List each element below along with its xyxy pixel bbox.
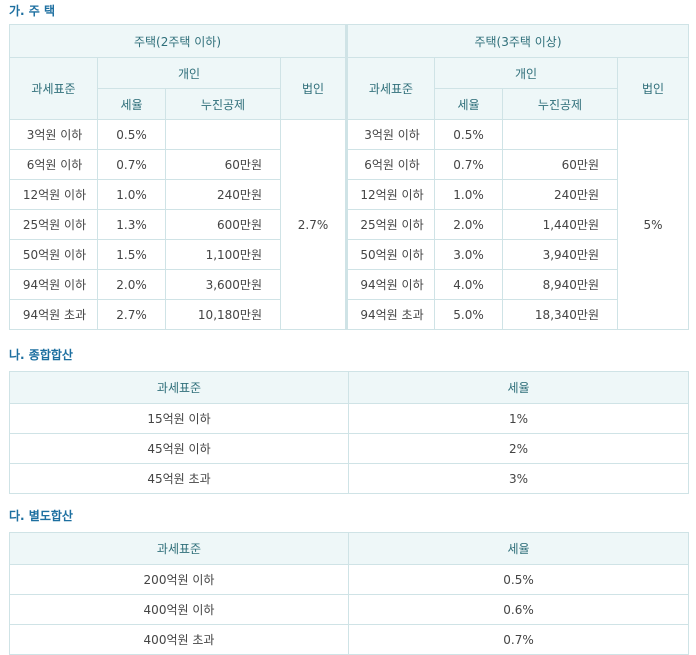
separate-base-cell: 400억원 이하 bbox=[9, 594, 349, 625]
right-rate-cell: 4.0% bbox=[434, 269, 503, 300]
right-rate-cell: 5.0% bbox=[434, 299, 503, 330]
comprehensive-base-cell: 45억원 초과 bbox=[9, 463, 349, 494]
right-group-header: 주택(3주택 이상) bbox=[345, 24, 689, 58]
separate-base-cell: 400억원 초과 bbox=[9, 624, 349, 655]
left-deduction-cell: 240만원 bbox=[165, 179, 281, 210]
left-rate-cell: 1.5% bbox=[97, 239, 166, 270]
comprehensive-rate-header: 세율 bbox=[348, 371, 689, 404]
comprehensive-rate-cell: 2% bbox=[348, 433, 689, 464]
table-row: 200억원 이하 0.5% bbox=[9, 564, 689, 595]
left-individual-header: 개인 bbox=[97, 57, 281, 89]
separate-rate-cell: 0.5% bbox=[348, 564, 689, 595]
right-deduction-cell: 240만원 bbox=[502, 179, 618, 210]
left-rate-cell: 2.0% bbox=[97, 269, 166, 300]
separate-section-title: 다. 별도합산 bbox=[9, 509, 73, 523]
comprehensive-rate-cell: 3% bbox=[348, 463, 689, 494]
right-base-cell: 25억원 이하 bbox=[345, 209, 435, 240]
right-deduction-cell: 18,340만원 bbox=[502, 299, 618, 330]
left-rate-cell: 1.0% bbox=[97, 179, 166, 210]
left-deduction-cell: 60만원 bbox=[165, 149, 281, 180]
table-row: 400억원 이하 0.6% bbox=[9, 594, 689, 625]
comprehensive-section-title: 나. 종합합산 bbox=[9, 348, 73, 362]
right-rate-cell: 2.0% bbox=[434, 209, 503, 240]
left-deduction-cell: 600만원 bbox=[165, 209, 281, 240]
left-rate-cell: 1.3% bbox=[97, 209, 166, 240]
right-deduction-cell: 1,440만원 bbox=[502, 209, 618, 240]
right-deduction-header: 누진공제 bbox=[502, 88, 618, 120]
left-base-cell: 25억원 이하 bbox=[9, 209, 98, 240]
right-base-cell: 3억원 이하 bbox=[345, 119, 435, 150]
left-base-cell: 6억원 이하 bbox=[9, 149, 98, 180]
housing-section-title: 가. 주 택 bbox=[9, 4, 56, 18]
right-base-cell: 50억원 이하 bbox=[345, 239, 435, 270]
right-rate-cell: 0.7% bbox=[434, 149, 503, 180]
table-row: 50억원 이하 1.5% 1,100만원 50억원 이하 3.0% 3,940만… bbox=[9, 239, 689, 270]
table-row: 45억원 초과 3% bbox=[9, 463, 689, 494]
left-rate-cell: 2.7% bbox=[97, 299, 166, 330]
right-deduction-cell: 60만원 bbox=[502, 149, 618, 180]
right-deduction-cell: 3,940만원 bbox=[502, 239, 618, 270]
comprehensive-tax-table: 과세표준 세율 15억원 이하 1% 45억원 이하 2% 45억원 초과 3% bbox=[9, 371, 689, 494]
right-deduction-cell bbox=[502, 119, 618, 150]
left-deduction-cell: 3,600만원 bbox=[165, 269, 281, 300]
table-row: 6억원 이하 0.7% 60만원 6억원 이하 0.7% 60만원 bbox=[9, 149, 689, 180]
right-base-header: 과세표준 bbox=[345, 57, 435, 120]
separate-base-header: 과세표준 bbox=[9, 532, 349, 565]
left-base-header: 과세표준 bbox=[9, 57, 98, 120]
left-base-cell: 94억원 초과 bbox=[9, 299, 98, 330]
table-row: 3억원 이하 0.5% 2.7% 3억원 이하 0.5% 5% bbox=[9, 119, 689, 330]
left-rate-cell: 0.7% bbox=[97, 149, 166, 180]
right-rate-cell: 0.5% bbox=[434, 119, 503, 150]
right-individual-header: 개인 bbox=[434, 57, 618, 89]
left-deduction-cell: 1,100만원 bbox=[165, 239, 281, 270]
right-rate-cell: 3.0% bbox=[434, 239, 503, 270]
separate-rate-cell: 0.7% bbox=[348, 624, 689, 655]
separate-base-cell: 200억원 이하 bbox=[9, 564, 349, 595]
right-base-cell: 6억원 이하 bbox=[345, 149, 435, 180]
table-row: 45억원 이하 2% bbox=[9, 433, 689, 464]
right-base-cell: 94억원 초과 bbox=[345, 299, 435, 330]
right-base-cell: 12억원 이하 bbox=[345, 179, 435, 210]
left-group-header: 주택(2주택 이하) bbox=[9, 24, 347, 58]
left-base-cell: 3억원 이하 bbox=[9, 119, 98, 150]
comprehensive-rate-cell: 1% bbox=[348, 403, 689, 434]
table-row: 94억원 이하 2.0% 3,600만원 94억원 이하 4.0% 8,940만… bbox=[9, 269, 689, 300]
left-corp-header: 법인 bbox=[280, 57, 347, 120]
left-base-cell: 94억원 이하 bbox=[9, 269, 98, 300]
comprehensive-base-cell: 15억원 이하 bbox=[9, 403, 349, 434]
right-rate-cell: 1.0% bbox=[434, 179, 503, 210]
left-rate-cell: 0.5% bbox=[97, 119, 166, 150]
left-deduction-header: 누진공제 bbox=[165, 88, 281, 120]
right-rate-header: 세율 bbox=[434, 88, 503, 120]
table-row: 15억원 이하 1% bbox=[9, 403, 689, 434]
separate-rate-header: 세율 bbox=[348, 532, 689, 565]
table-row: 400억원 초과 0.7% bbox=[9, 624, 689, 655]
table-row: 94억원 초과 2.7% 10,180만원 94억원 초과 5.0% 18,34… bbox=[9, 299, 689, 330]
left-corp-rate-cell: 2.7% bbox=[280, 119, 347, 330]
comprehensive-base-header: 과세표준 bbox=[9, 371, 349, 404]
housing-tax-table: 주택(2주택 이하) 주택(3주택 이상) 과세표준 개인 법인 과세표준 개인… bbox=[9, 24, 689, 330]
left-base-cell: 50억원 이하 bbox=[9, 239, 98, 270]
left-rate-header: 세율 bbox=[97, 88, 166, 120]
table-row: 12억원 이하 1.0% 240만원 12억원 이하 1.0% 240만원 bbox=[9, 179, 689, 210]
right-deduction-cell: 8,940만원 bbox=[502, 269, 618, 300]
separate-tax-table: 과세표준 세율 200억원 이하 0.5% 400억원 이하 0.6% 400억… bbox=[9, 532, 689, 655]
right-base-cell: 94억원 이하 bbox=[345, 269, 435, 300]
left-base-cell: 12억원 이하 bbox=[9, 179, 98, 210]
left-deduction-cell: 10,180만원 bbox=[165, 299, 281, 330]
separate-rate-cell: 0.6% bbox=[348, 594, 689, 625]
comprehensive-base-cell: 45억원 이하 bbox=[9, 433, 349, 464]
right-corp-header: 법인 bbox=[617, 57, 689, 120]
table-row: 25억원 이하 1.3% 600만원 25억원 이하 2.0% 1,440만원 bbox=[9, 209, 689, 240]
right-corp-rate-cell: 5% bbox=[617, 119, 689, 330]
left-deduction-cell bbox=[165, 119, 281, 150]
